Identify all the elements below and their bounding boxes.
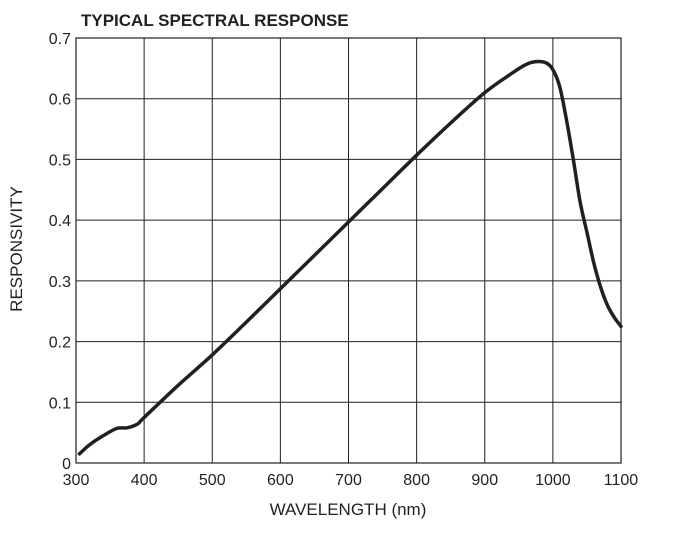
x-tick-label: 400 xyxy=(131,472,158,489)
y-tick-label: 0 xyxy=(62,456,71,473)
x-axis-ticks: 300 400 500 600 700 800 900 1000 1100 xyxy=(63,472,639,489)
y-tick-label: 0.4 xyxy=(49,213,71,230)
responsivity-curve xyxy=(77,59,623,456)
x-tick-label: 1000 xyxy=(535,472,571,489)
y-axis-ticks: 0 0.1 0.2 0.3 0.4 0.5 0.6 0.7 xyxy=(49,31,71,473)
x-tick-label: 700 xyxy=(335,472,362,489)
x-tick-label: 300 xyxy=(63,472,90,489)
x-tick-label: 1100 xyxy=(604,472,639,489)
x-tick-label: 600 xyxy=(267,472,294,489)
series-layer xyxy=(77,59,623,456)
y-tick-label: 0.2 xyxy=(49,335,71,352)
grid xyxy=(75,37,622,464)
y-tick-label: 0.1 xyxy=(49,395,71,412)
x-tick-label: 800 xyxy=(403,472,430,489)
y-tick-label: 0.3 xyxy=(49,274,71,291)
y-tick-label: 0.5 xyxy=(49,152,71,169)
x-tick-label: 900 xyxy=(471,472,498,489)
x-axis-label: WAVELENGTH (nm) xyxy=(270,500,427,519)
y-tick-label: 0.7 xyxy=(49,31,71,48)
y-axis-label: RESPONSIVITY xyxy=(7,186,26,312)
plot-frame xyxy=(75,37,622,464)
chart-title: TYPICAL SPECTRAL RESPONSE xyxy=(81,11,349,30)
x-tick-label: 500 xyxy=(199,472,226,489)
y-tick-label: 0.6 xyxy=(49,92,71,109)
